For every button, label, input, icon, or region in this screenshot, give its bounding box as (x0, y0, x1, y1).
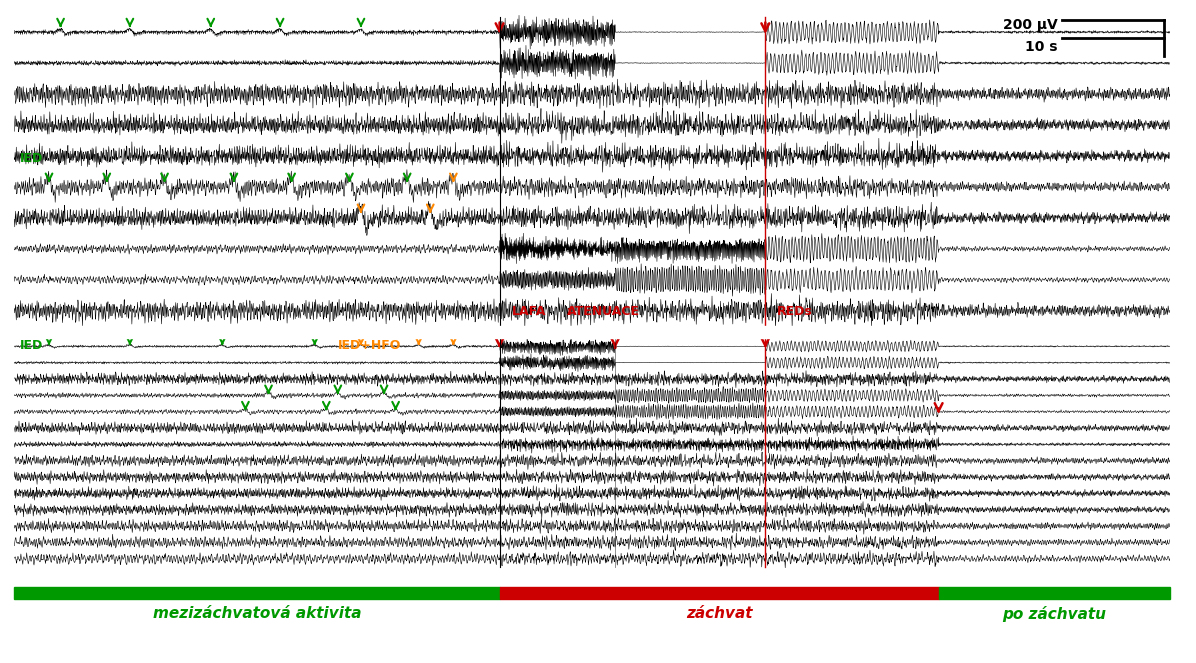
Text: ATENUACE: ATENUACE (567, 305, 640, 318)
Text: LAFA: LAFA (512, 305, 545, 318)
Bar (500, 587, 939, 599)
Text: IED+HFO: IED+HFO (337, 339, 401, 352)
Text: 200 μV: 200 μV (1002, 19, 1057, 32)
Text: :: : (567, 305, 572, 318)
Text: IED: IED (20, 152, 43, 165)
Text: mezizáchvatová aktivita: mezizáchvatová aktivita (153, 606, 361, 621)
Text: 10 s: 10 s (1025, 40, 1057, 54)
Bar (0, 326, 1196, 338)
Bar (14, 587, 500, 599)
Text: IED: IED (20, 339, 43, 352)
Bar (939, 587, 1170, 599)
Text: záchvat: záchvat (685, 606, 752, 621)
Text: REDs: REDs (777, 305, 813, 318)
Text: po záchvatu: po záchvatu (1002, 606, 1106, 622)
